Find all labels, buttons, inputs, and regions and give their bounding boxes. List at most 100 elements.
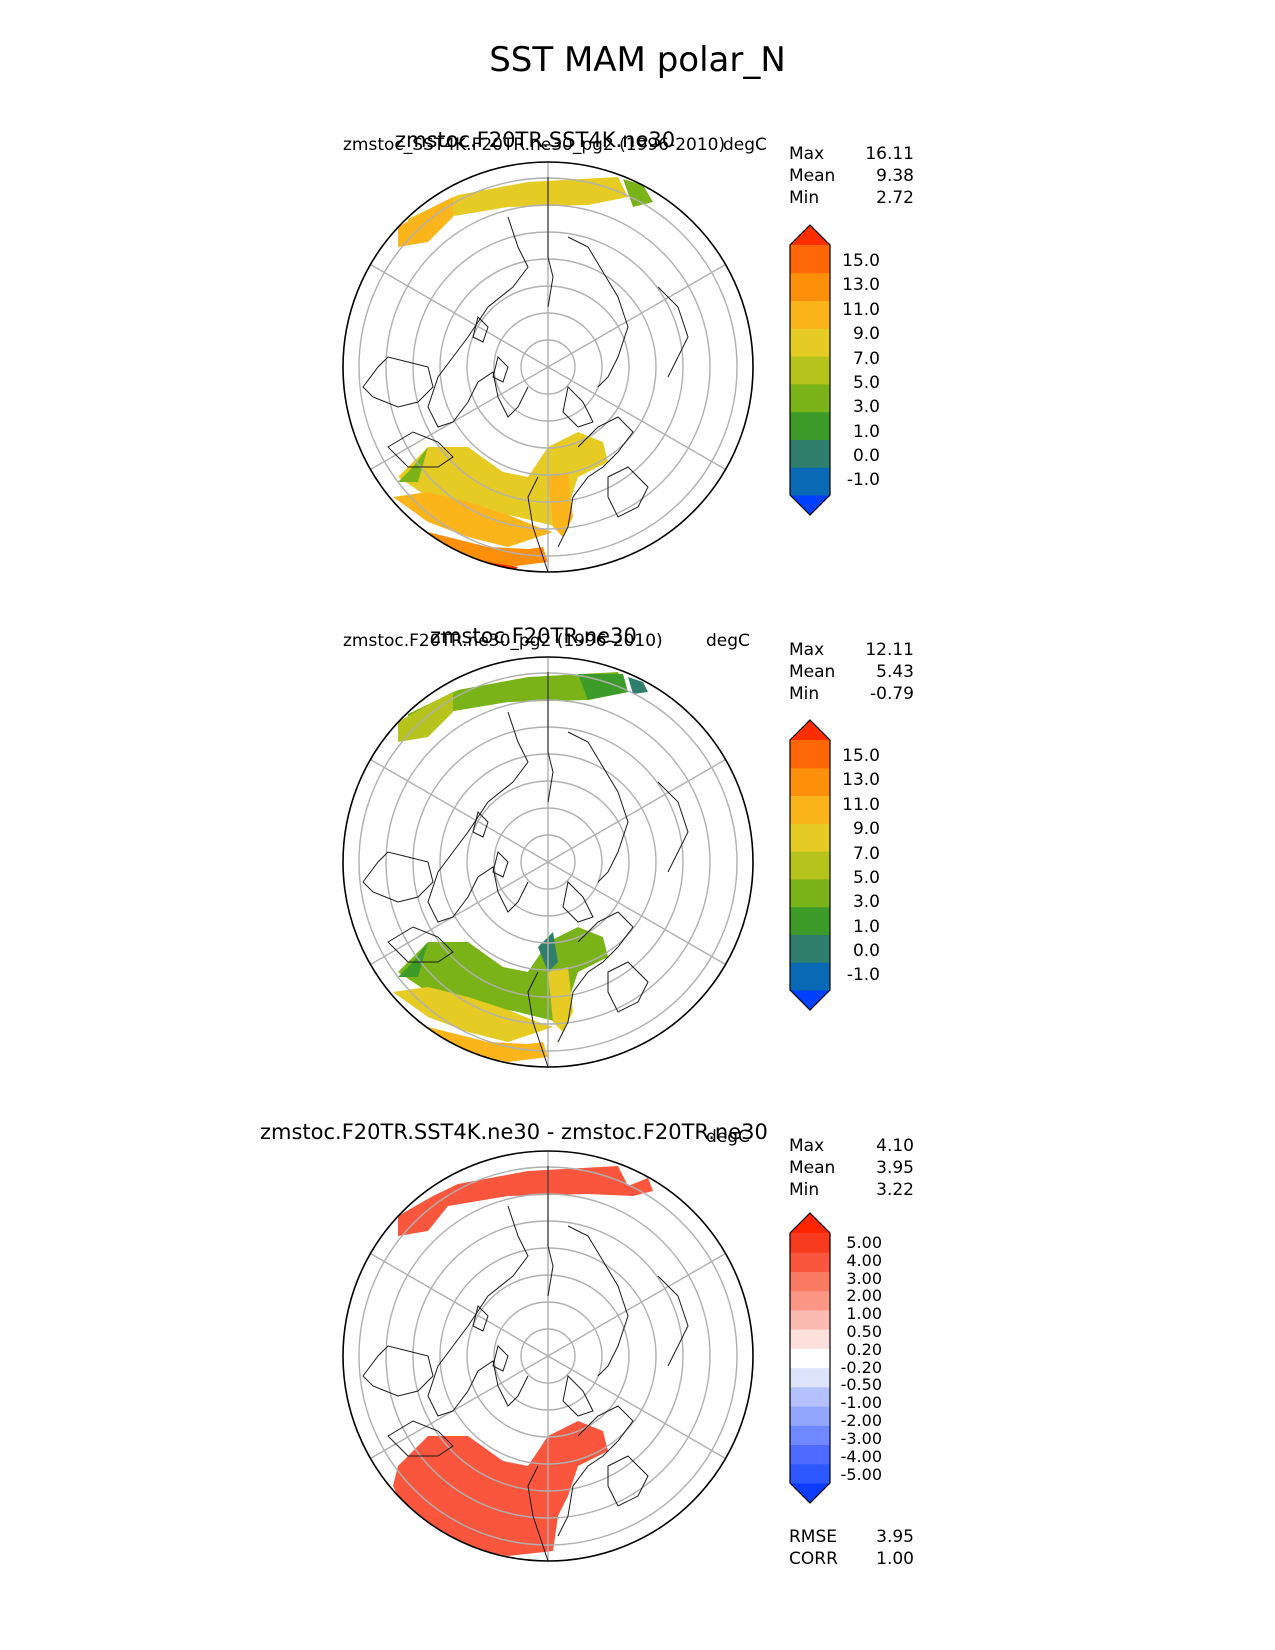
colorbar-segment [790, 245, 830, 274]
panel-3-stat-min: Min 3.22 [789, 1180, 914, 1200]
meridian-line [370, 1355, 549, 1460]
colorbar-segment [790, 767, 830, 797]
panel-2-colorbar-tick: 11.0 [842, 795, 880, 815]
panel-2-polar-map [342, 656, 754, 1068]
colorbar-outline [789, 224, 831, 516]
panel-2-colorbar-tick: 5.0 [852, 868, 880, 888]
panel-2-title: zmstoc.F20TR.ne30 [430, 624, 637, 648]
coastline [557, 416, 634, 548]
panel-2-colorbar-tick: 7.0 [852, 844, 880, 864]
colorbar-segment [790, 962, 830, 991]
meridian-line [370, 263, 549, 368]
colorbar-segment [790, 328, 830, 357]
colorbar-segment [790, 740, 830, 769]
panel-3-colorbar-tick: -2.00 [840, 1411, 882, 1430]
coastline [472, 1305, 489, 1332]
panel-3-colorbar-tick: -0.50 [840, 1375, 882, 1394]
colorbar-segment [790, 934, 830, 963]
coastline [557, 911, 634, 1043]
panel-1-title: zmstoc.F20TR.SST4K.ne30 [395, 128, 676, 152]
panel-2-stat-min: Min -0.79 [789, 684, 914, 704]
colorbar-segment [790, 411, 830, 440]
colorbar-segment [790, 439, 830, 468]
colorbar-segment [790, 1252, 830, 1272]
colorbar-segment [790, 1309, 830, 1330]
colorbar-segment [790, 795, 830, 824]
coastline [527, 1465, 549, 1561]
ocean-fill-region [578, 674, 628, 700]
panel-1-colorbar-tick: 5.0 [852, 373, 880, 393]
ocean-fill-region [393, 987, 553, 1042]
panel-1-colorbar [789, 224, 831, 516]
meridian-line [547, 861, 726, 966]
meridian-line [370, 1252, 549, 1357]
coastline [547, 177, 554, 308]
meridian-line [547, 366, 726, 471]
coastline [472, 811, 489, 838]
colorbar-segment [790, 1406, 830, 1426]
panel-3-units: degC [706, 1127, 750, 1147]
ocean-fill-region [408, 1022, 548, 1062]
coastline [527, 971, 549, 1067]
colorbar-over-triangle [790, 720, 830, 740]
meridian-line [370, 758, 549, 863]
panel-3-colorbar-tick: -0.20 [840, 1358, 882, 1377]
ocean-fill-region [398, 942, 428, 977]
coastline [492, 1345, 509, 1372]
panel-2-colorbar-tick: 3.0 [852, 892, 880, 912]
map-boundary [342, 656, 754, 1068]
coastline [607, 961, 649, 1013]
panel-3-colorbar-tick: 3.00 [846, 1269, 882, 1288]
panel-3-colorbar-tick: 0.50 [846, 1322, 882, 1341]
map-boundary [342, 161, 754, 573]
colorbar-segment [790, 356, 830, 385]
coastline [657, 781, 689, 873]
colorbar-segment [790, 1444, 830, 1465]
coastline [562, 1374, 594, 1417]
coastline [547, 1166, 554, 1297]
panel-1-stat-min: Min 2.72 [789, 188, 914, 208]
colorbar-under-triangle [790, 1483, 830, 1503]
panel-2-stat-mean: Mean 5.43 [789, 662, 914, 682]
meridian-line [370, 366, 549, 471]
panel-2-colorbar-tick: 13.0 [842, 770, 880, 790]
ocean-fill-region [393, 492, 553, 547]
coastline [387, 926, 454, 963]
panel-3-colorbar-tick: -3.00 [840, 1429, 882, 1448]
colorbar-segment [790, 1463, 830, 1484]
coastline [607, 1455, 649, 1507]
panel-3-colorbar-tick: -4.00 [840, 1447, 882, 1466]
colorbar-segment [790, 906, 830, 935]
ocean-fill-region [398, 447, 428, 482]
colorbar-segment [790, 1233, 830, 1253]
ocean-fill-region [408, 672, 628, 732]
coastline [387, 431, 454, 468]
coastline [567, 236, 629, 388]
colorbar-segment [790, 851, 830, 880]
coastline [427, 711, 529, 923]
map-boundary [342, 1150, 754, 1562]
panel-2-colorbar-tick: 0.0 [852, 941, 880, 961]
colorbar-segment [790, 272, 830, 302]
panel-1-stat-mean: Mean 9.38 [789, 166, 914, 186]
colorbar-outline [789, 719, 831, 1011]
coastline [362, 851, 434, 903]
colorbar-under-triangle [790, 990, 830, 1010]
coastline [527, 476, 549, 572]
panel-3-colorbar-tick: -5.00 [840, 1465, 882, 1484]
panel-2-colorbar-tick: 9.0 [852, 819, 880, 839]
panel-1-colorbar-tick: 15.0 [842, 251, 880, 271]
ocean-fill-region [623, 179, 653, 207]
coastline [567, 731, 629, 883]
colorbar-segment [790, 383, 830, 413]
colorbar-under-triangle [790, 495, 830, 515]
meridian-line [370, 861, 549, 966]
colorbar-segment [790, 878, 830, 908]
meridian-line [547, 1355, 726, 1460]
meridian-line [547, 263, 726, 368]
panel-1-colorbar-tick: -1.0 [846, 470, 880, 490]
panel-1-colorbar-tick: 0.0 [852, 446, 880, 466]
panel-1-polar-map [342, 161, 754, 573]
panel-2-colorbar-tick: 15.0 [842, 746, 880, 766]
coastline [362, 356, 434, 408]
